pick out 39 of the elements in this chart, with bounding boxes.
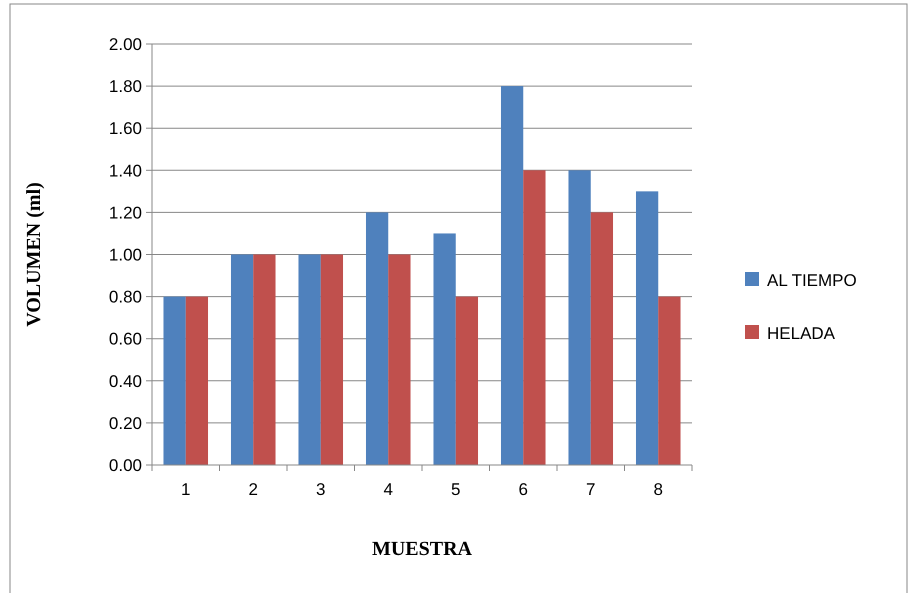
y-tick-label: 2.00	[108, 34, 142, 54]
bar	[433, 233, 456, 465]
y-tick-label: 0.20	[108, 414, 142, 433]
bar	[298, 254, 321, 465]
x-tick-label: 6	[518, 480, 528, 499]
y-axis-title: VOLUMEN (ml)	[23, 182, 45, 327]
y-tick-label: 1.60	[108, 119, 142, 138]
x-axis-title: MUESTRA	[372, 538, 473, 560]
x-tick-label: 1	[181, 480, 190, 499]
bar	[163, 296, 186, 465]
bar	[186, 296, 208, 465]
y-tick-label: 0.00	[108, 456, 142, 475]
x-tick-label: 5	[451, 480, 460, 499]
legend-label: HELADA	[767, 324, 836, 343]
bar	[456, 296, 478, 465]
y-tick-label: 1.00	[108, 245, 142, 264]
bar	[590, 212, 614, 465]
bar	[388, 254, 411, 465]
bar	[636, 191, 658, 465]
bar	[658, 296, 681, 465]
bar	[230, 254, 254, 465]
y-tick-label: 1.40	[108, 161, 142, 180]
x-tick-label: 3	[316, 480, 326, 499]
x-tick-label: 7	[586, 480, 596, 499]
bar	[366, 212, 388, 465]
bar	[568, 170, 591, 465]
bar	[253, 254, 276, 465]
x-tick-label: 4	[384, 480, 393, 499]
legend-label: AL TIEMPO	[767, 270, 857, 290]
y-tick-label: 1.20	[108, 203, 142, 222]
y-tick-label: 0.80	[108, 288, 142, 307]
bar	[523, 170, 546, 465]
x-tick-label: 8	[654, 480, 663, 499]
bar	[500, 86, 524, 465]
y-tick-label: 1.80	[108, 77, 142, 96]
y-tick-label: 0.60	[108, 330, 142, 349]
y-tick-label: 0.40	[108, 372, 142, 391]
bar	[320, 254, 344, 465]
x-tick-label: 2	[248, 480, 258, 499]
